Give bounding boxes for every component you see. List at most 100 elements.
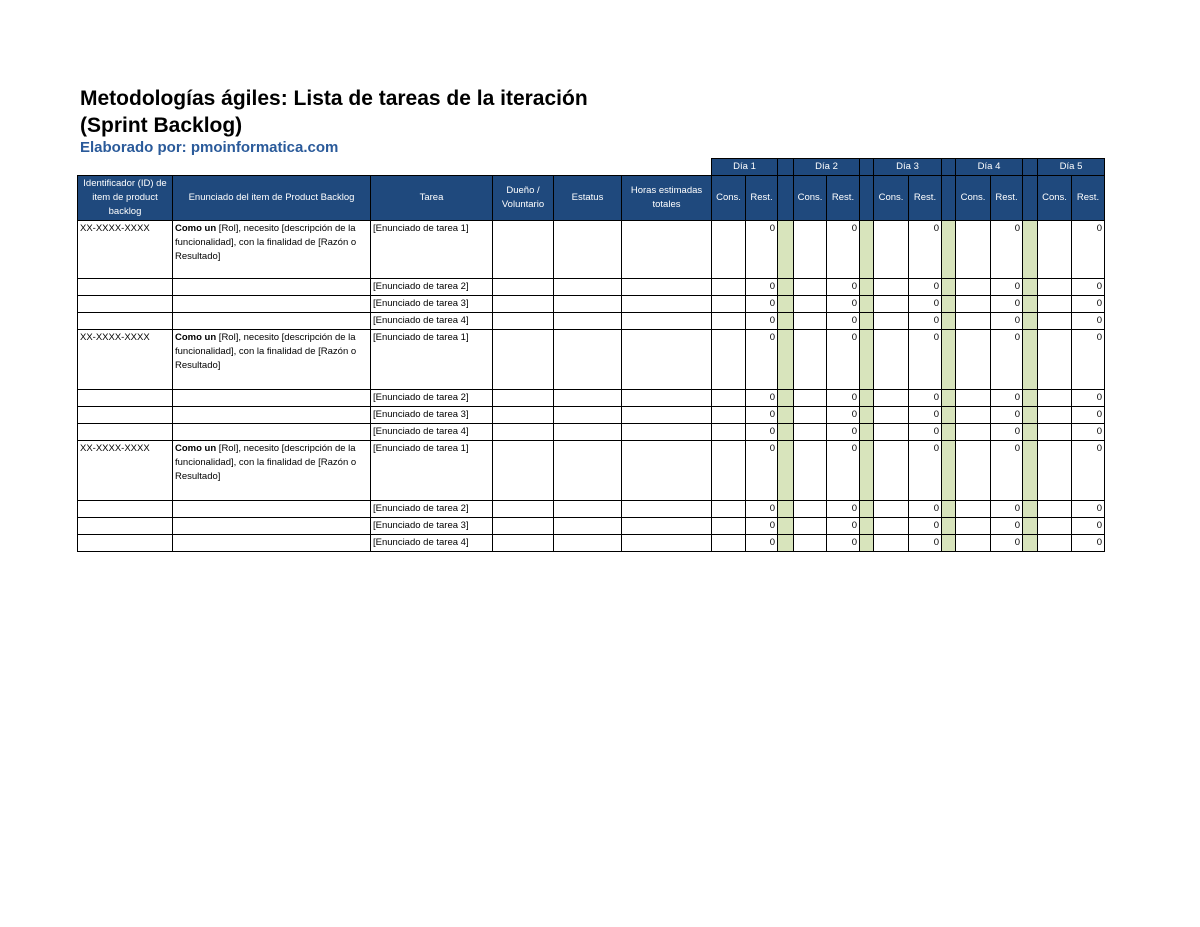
hours-cell[interactable]: [621, 220, 712, 279]
cons-cell[interactable]: [955, 312, 991, 330]
rest-cell[interactable]: 0: [990, 278, 1023, 296]
rest-cell[interactable]: 0: [1071, 220, 1105, 279]
item-id[interactable]: XX-XXXX-XXXX: [77, 220, 173, 279]
rest-cell[interactable]: 0: [908, 500, 942, 518]
task-cell[interactable]: [Enunciado de tarea 2]: [370, 278, 493, 296]
cons-cell[interactable]: [873, 500, 909, 518]
cons-cell[interactable]: [955, 440, 991, 501]
item-id[interactable]: XX-XXXX-XXXX: [77, 329, 173, 390]
cons-cell[interactable]: [873, 278, 909, 296]
item-id[interactable]: [77, 295, 173, 313]
task-cell[interactable]: [Enunciado de tarea 4]: [370, 534, 493, 552]
cons-cell[interactable]: [873, 329, 909, 390]
rest-cell[interactable]: 0: [990, 517, 1023, 535]
hours-cell[interactable]: [621, 517, 712, 535]
rest-cell[interactable]: 0: [1071, 389, 1105, 407]
cons-cell[interactable]: [955, 406, 991, 424]
hours-cell[interactable]: [621, 312, 712, 330]
cons-cell[interactable]: [793, 295, 827, 313]
hours-cell[interactable]: [621, 440, 712, 501]
cons-cell[interactable]: [793, 220, 827, 279]
cons-cell[interactable]: [873, 295, 909, 313]
cons-cell[interactable]: [793, 389, 827, 407]
rest-cell[interactable]: 0: [1071, 500, 1105, 518]
task-cell[interactable]: [Enunciado de tarea 1]: [370, 440, 493, 501]
task-cell[interactable]: [Enunciado de tarea 2]: [370, 500, 493, 518]
task-cell[interactable]: [Enunciado de tarea 3]: [370, 517, 493, 535]
rest-cell[interactable]: 0: [990, 440, 1023, 501]
rest-cell[interactable]: 0: [745, 500, 778, 518]
hours-cell[interactable]: [621, 329, 712, 390]
owner-cell[interactable]: [492, 423, 554, 441]
rest-cell[interactable]: 0: [990, 389, 1023, 407]
cons-cell[interactable]: [873, 517, 909, 535]
task-cell[interactable]: [Enunciado de tarea 4]: [370, 423, 493, 441]
item-id[interactable]: [77, 389, 173, 407]
story-statement[interactable]: [172, 278, 371, 296]
owner-cell[interactable]: [492, 220, 554, 279]
rest-cell[interactable]: 0: [990, 500, 1023, 518]
story-statement[interactable]: [172, 389, 371, 407]
item-id[interactable]: [77, 406, 173, 424]
rest-cell[interactable]: 0: [745, 312, 778, 330]
story-statement[interactable]: Como un [Rol], necesito [descripción de …: [172, 220, 371, 279]
rest-cell[interactable]: 0: [745, 278, 778, 296]
status-cell[interactable]: [553, 278, 622, 296]
rest-cell[interactable]: 0: [990, 406, 1023, 424]
rest-cell[interactable]: 0: [826, 312, 860, 330]
status-cell[interactable]: [553, 500, 622, 518]
cons-cell[interactable]: [711, 312, 746, 330]
rest-cell[interactable]: 0: [990, 220, 1023, 279]
owner-cell[interactable]: [492, 534, 554, 552]
owner-cell[interactable]: [492, 440, 554, 501]
task-cell[interactable]: [Enunciado de tarea 1]: [370, 220, 493, 279]
cons-cell[interactable]: [1037, 517, 1072, 535]
rest-cell[interactable]: 0: [826, 278, 860, 296]
item-id[interactable]: [77, 534, 173, 552]
story-statement[interactable]: [172, 295, 371, 313]
hours-cell[interactable]: [621, 423, 712, 441]
story-statement[interactable]: [172, 500, 371, 518]
rest-cell[interactable]: 0: [1071, 329, 1105, 390]
item-id[interactable]: [77, 278, 173, 296]
cons-cell[interactable]: [873, 389, 909, 407]
cons-cell[interactable]: [955, 534, 991, 552]
cons-cell[interactable]: [1037, 329, 1072, 390]
story-statement[interactable]: [172, 423, 371, 441]
cons-cell[interactable]: [955, 500, 991, 518]
cons-cell[interactable]: [793, 534, 827, 552]
hours-cell[interactable]: [621, 500, 712, 518]
story-statement[interactable]: Como un [Rol], necesito [descripción de …: [172, 440, 371, 501]
rest-cell[interactable]: 0: [826, 534, 860, 552]
rest-cell[interactable]: 0: [745, 406, 778, 424]
cons-cell[interactable]: [1037, 389, 1072, 407]
owner-cell[interactable]: [492, 500, 554, 518]
story-statement[interactable]: [172, 534, 371, 552]
cons-cell[interactable]: [711, 329, 746, 390]
rest-cell[interactable]: 0: [745, 220, 778, 279]
status-cell[interactable]: [553, 295, 622, 313]
rest-cell[interactable]: 0: [826, 440, 860, 501]
status-cell[interactable]: [553, 312, 622, 330]
cons-cell[interactable]: [711, 220, 746, 279]
rest-cell[interactable]: 0: [1071, 517, 1105, 535]
cons-cell[interactable]: [1037, 278, 1072, 296]
cons-cell[interactable]: [1037, 295, 1072, 313]
cons-cell[interactable]: [1037, 406, 1072, 424]
cons-cell[interactable]: [793, 312, 827, 330]
hours-cell[interactable]: [621, 295, 712, 313]
cons-cell[interactable]: [955, 423, 991, 441]
story-statement[interactable]: [172, 517, 371, 535]
cons-cell[interactable]: [793, 440, 827, 501]
cons-cell[interactable]: [873, 440, 909, 501]
task-cell[interactable]: [Enunciado de tarea 2]: [370, 389, 493, 407]
cons-cell[interactable]: [711, 295, 746, 313]
rest-cell[interactable]: 0: [745, 329, 778, 390]
story-statement[interactable]: [172, 312, 371, 330]
cons-cell[interactable]: [711, 534, 746, 552]
rest-cell[interactable]: 0: [908, 278, 942, 296]
task-cell[interactable]: [Enunciado de tarea 1]: [370, 329, 493, 390]
hours-cell[interactable]: [621, 389, 712, 407]
cons-cell[interactable]: [1037, 534, 1072, 552]
cons-cell[interactable]: [955, 517, 991, 535]
